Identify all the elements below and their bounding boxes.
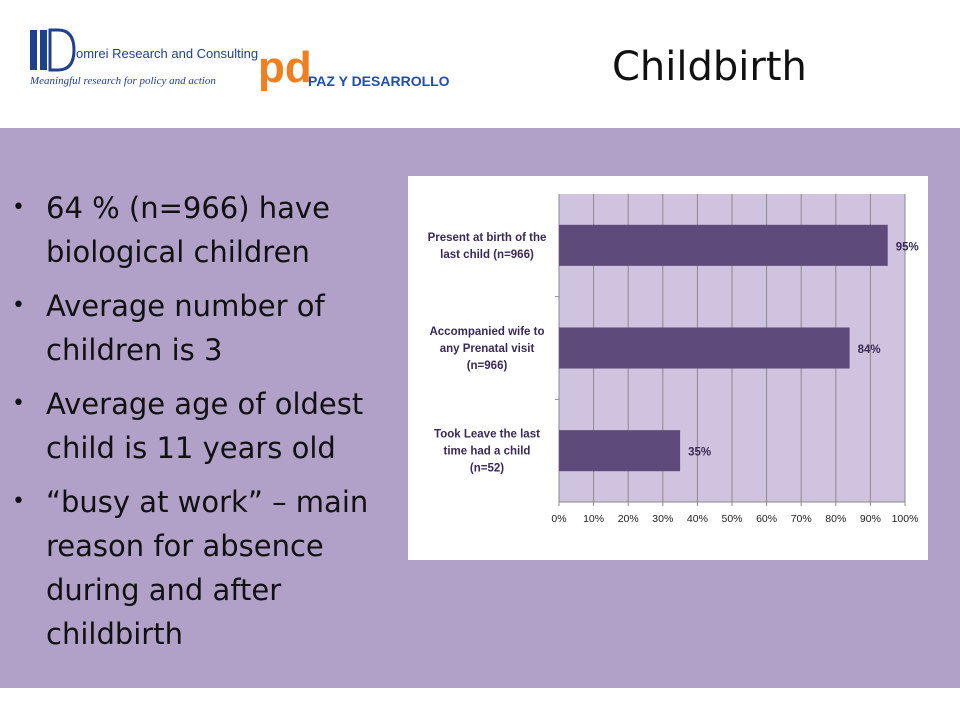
x-tick-label: 20% [618,513,639,525]
pd-logo-name: PAZ Y DESARROLLO [308,73,450,89]
x-tick-label: 0% [551,513,566,525]
domrei-logo-d-shape [48,28,76,72]
x-tick-label: 30% [652,513,673,525]
bullet-item: • Average number of children is 3 [0,284,400,372]
slide-footer [0,688,960,720]
bullet-text: 64 % (n=966) have biological children [46,191,330,269]
bullet-dot-icon: • [12,489,25,514]
bullet-text: “busy at work” – main reason for absence… [46,485,369,651]
category-label: time had a child [444,446,531,458]
bar [559,224,888,266]
domrei-logo-bar-2 [40,30,47,70]
slide-title: Childbirth [612,44,807,90]
x-tick-label: 70% [791,513,812,525]
bullet-dot-icon: • [12,391,25,416]
x-tick-label: 10% [583,513,604,525]
bar-data-label: 35% [688,447,711,459]
domrei-logo: omrei Research and Consulting Meaningful… [29,28,258,87]
x-tick-label: 100% [892,513,919,525]
domrei-logo-bar-1 [30,30,37,70]
domrei-logo-tagline: Meaningful research for policy and actio… [29,75,216,87]
bar-data-label: 84% [858,344,881,356]
category-label: (n=966) [467,360,508,372]
category-label: last child (n=966) [440,249,534,261]
category-label: Present at birth of the [428,232,547,244]
bullet-item: • “busy at work” – main reason for absenc… [0,480,400,656]
bullet-item: • 64 % (n=966) have biological children [0,186,400,274]
bar [559,327,850,369]
bar-chart-svg: 0% 10% 20% 30% 40% 50% 60% 70% 80% 90% 100% 95% Pres… [428,194,919,525]
x-tick-label: 60% [756,513,777,525]
bullet-text: Average age of oldest child is 11 years … [46,387,364,465]
x-tick-label: 90% [860,513,881,525]
slide-header: omrei Research and Consulting Meaningful… [0,0,960,128]
x-tick-label: 80% [825,513,846,525]
category-label: any Prenatal visit [440,343,535,355]
bullet-dot-icon: • [12,293,25,318]
bar-data-label: 95% [896,241,919,253]
x-tick-label: 50% [721,513,742,525]
bullet-item: • Average age of oldest child is 11 years… [0,382,400,470]
paz-y-desarrollo-logo: pd PAZ Y DESARROLLO [258,44,450,92]
bullet-text: Average number of children is 3 [46,289,325,367]
bar-chart: 0% 10% 20% 30% 40% 50% 60% 70% 80% 90% 100% 95% Pres… [408,176,928,560]
pd-logo-letters: pd [258,44,312,92]
category-label: (n=52) [470,463,504,475]
x-tick-label: 40% [687,513,708,525]
domrei-logo-name: omrei Research and Consulting [76,46,258,61]
bullet-list: • 64 % (n=966) have biological children •… [0,186,400,666]
bullet-dot-icon: • [12,195,25,220]
category-label: Took Leave the last [434,429,540,441]
category-label: Accompanied wife to [429,326,544,338]
bar [559,430,681,472]
